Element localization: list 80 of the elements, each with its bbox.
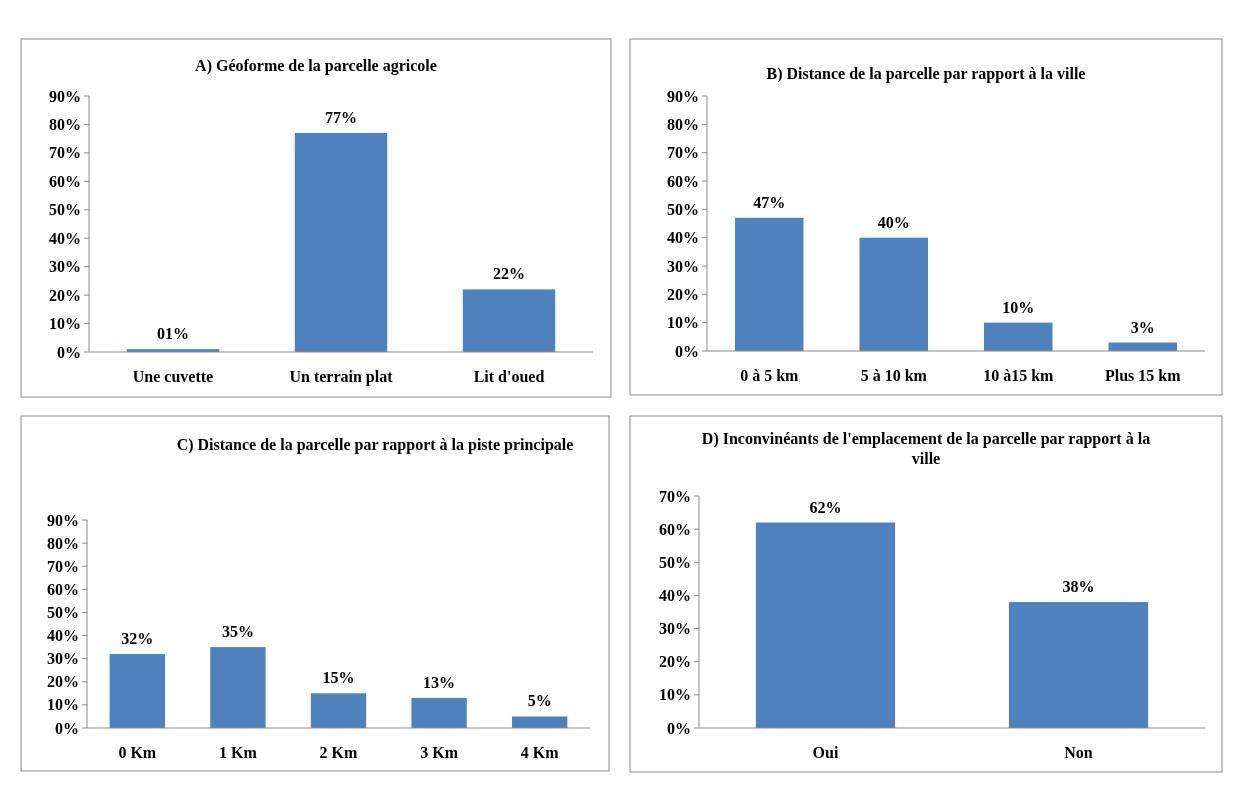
y-tick-label: 40%	[47, 627, 79, 645]
data-label: 38%	[1062, 578, 1095, 596]
x-tick-label: 0 Km	[118, 744, 157, 761]
y-tick-label: 20%	[49, 286, 81, 304]
y-tick-label: 60%	[659, 520, 691, 538]
y-tick-label: 20%	[659, 653, 691, 671]
y-tick-label: 90%	[47, 511, 79, 529]
y-tick-label: 60%	[47, 580, 79, 598]
chart-title: A) Géoforme de la parcelle agricole	[195, 57, 437, 75]
y-tick-label: 80%	[667, 115, 699, 133]
bar	[210, 647, 266, 728]
data-label: 40%	[877, 213, 910, 231]
x-tick-label: 5 à 10 km	[860, 367, 928, 384]
bar	[411, 697, 467, 728]
data-label: 77%	[325, 108, 357, 126]
data-label: 32%	[121, 630, 154, 648]
y-tick-label: 50%	[47, 604, 79, 622]
y-tick-label: 70%	[47, 557, 79, 575]
y-tick-label: 0%	[55, 719, 79, 737]
y-tick-label: 40%	[667, 229, 699, 247]
data-label: 3%	[1130, 318, 1155, 336]
y-tick-label: 10%	[49, 315, 81, 333]
bar	[310, 693, 367, 728]
x-tick-label: 10 à15 km	[983, 367, 1055, 384]
chart-title: C) Distance de la parcelle par rapport à la piste principale	[176, 436, 574, 454]
bar	[462, 289, 556, 352]
data-label: 01%	[157, 325, 189, 343]
y-tick-label: 50%	[667, 200, 699, 218]
y-tick-label: 10%	[47, 696, 79, 714]
y-tick-label: 0%	[57, 343, 81, 361]
y-tick-label: 0%	[667, 719, 691, 737]
y-tick-label: 90%	[667, 87, 699, 105]
y-tick-label: 50%	[659, 553, 691, 571]
y-tick-label: 10%	[667, 314, 699, 332]
y-tick-label: 80%	[49, 116, 81, 134]
y-tick-label: 40%	[659, 587, 691, 605]
data-label: 22%	[493, 265, 525, 283]
x-tick-label: Oui	[812, 744, 839, 761]
data-label: 10%	[1002, 298, 1035, 316]
data-label: 13%	[423, 673, 456, 691]
y-tick-label: 80%	[47, 534, 79, 552]
y-tick-label: 40%	[49, 229, 81, 247]
x-tick-label: Plus 15 km	[1104, 367, 1182, 384]
y-tick-label: 70%	[659, 487, 691, 505]
chart-title: B) Distance de la parcelle par rapport à la ville	[766, 65, 1086, 83]
y-tick-label: 70%	[667, 144, 699, 162]
y-tick-label: 20%	[667, 285, 699, 303]
x-tick-label: 0 à 5 km	[740, 367, 800, 384]
data-label: 15%	[322, 669, 355, 687]
bar	[109, 654, 165, 728]
y-tick-label: 60%	[49, 172, 81, 190]
data-label: 62%	[809, 498, 842, 516]
y-tick-label: 90%	[49, 87, 81, 105]
y-tick-label: 70%	[49, 144, 81, 162]
x-tick-label: 1 Km	[219, 744, 258, 761]
bar	[512, 716, 568, 728]
x-tick-label: 3 Km	[420, 744, 459, 761]
y-tick-label: 60%	[667, 172, 699, 190]
x-tick-label: 4 Km	[520, 744, 560, 761]
x-tick-label: Non	[1064, 744, 1093, 761]
data-label: 35%	[221, 623, 254, 641]
x-tick-label: Un terrain plat	[289, 368, 394, 386]
y-tick-label: 30%	[47, 650, 79, 668]
bar	[984, 322, 1053, 351]
x-tick-label: Une cuvette	[132, 368, 214, 385]
x-tick-label: Lit d'oued	[473, 368, 545, 385]
data-label: 47%	[753, 193, 786, 211]
y-tick-label: 20%	[47, 673, 79, 691]
y-tick-label: 30%	[659, 620, 691, 638]
x-tick-label: 2 Km	[319, 744, 359, 761]
chart-title: D) Inconvinéants de l'emplacement de la parcelle par rapport à la ville	[701, 430, 1151, 467]
y-tick-label: 30%	[49, 258, 81, 276]
data-label: 5%	[527, 692, 552, 710]
bar	[735, 217, 804, 351]
bar	[294, 132, 388, 352]
y-tick-label: 30%	[667, 257, 699, 275]
y-tick-label: 0%	[675, 342, 699, 360]
y-tick-label: 10%	[659, 686, 691, 704]
y-tick-label: 50%	[49, 201, 81, 219]
bar	[859, 237, 928, 351]
